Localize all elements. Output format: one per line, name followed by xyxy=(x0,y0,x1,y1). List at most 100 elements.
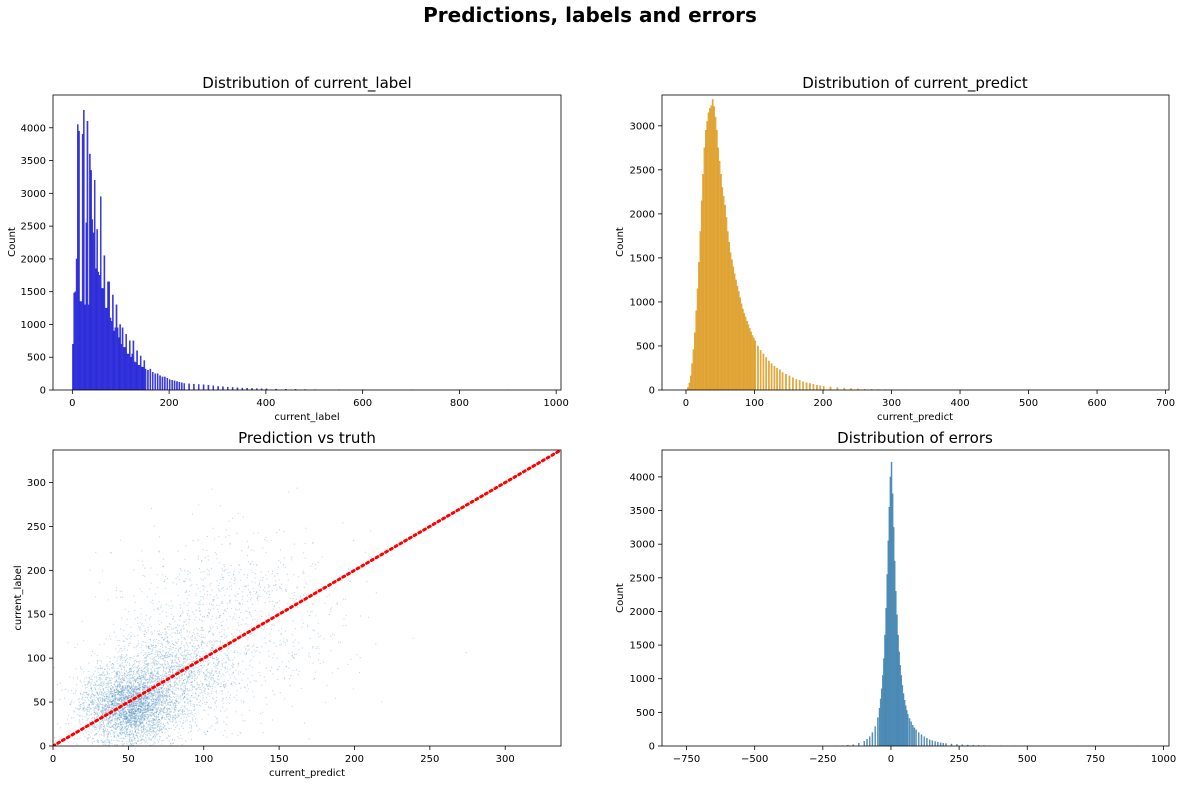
scatter-point xyxy=(119,719,121,721)
scatter-point xyxy=(229,581,231,584)
scatter-point xyxy=(171,655,173,657)
scatter-point xyxy=(193,670,195,672)
scatter-point xyxy=(129,662,131,665)
scatter-point xyxy=(152,703,154,705)
scatter-point xyxy=(123,689,125,692)
scatter-point xyxy=(158,640,160,642)
scatter-point xyxy=(201,640,203,642)
scatter-point xyxy=(187,646,189,648)
scatter-point xyxy=(203,616,205,618)
histogram-bar xyxy=(98,275,101,390)
scatter-point xyxy=(114,702,117,704)
scatter-point xyxy=(129,729,131,731)
scatter-point xyxy=(113,720,115,722)
scatter-point xyxy=(231,684,233,686)
scatter-point xyxy=(87,695,90,697)
histogram-bar xyxy=(714,116,717,390)
scatter-point xyxy=(183,689,185,691)
scatter-point xyxy=(119,539,121,541)
scatter-point xyxy=(173,693,175,695)
scatter-point xyxy=(197,695,199,697)
scatter-point xyxy=(266,578,268,580)
scatter-point xyxy=(129,682,131,684)
scatter-point xyxy=(137,640,139,642)
scatter-point xyxy=(179,604,181,606)
scatter-point xyxy=(244,686,246,688)
histogram-bar xyxy=(715,130,718,390)
scatter-point xyxy=(111,702,114,705)
scatter-point xyxy=(156,586,158,589)
scatter-point xyxy=(249,660,251,662)
scatter-point xyxy=(113,670,115,672)
scatter-point xyxy=(145,686,147,688)
scatter-point xyxy=(136,676,138,679)
scatter-point xyxy=(132,733,134,735)
scatter-point xyxy=(168,727,170,730)
scatter-point xyxy=(140,680,143,683)
scatter-point xyxy=(192,692,194,694)
scatter-point xyxy=(113,702,115,704)
scatter-point xyxy=(128,709,130,711)
scatter-point xyxy=(102,722,105,724)
scatter-point xyxy=(128,704,130,706)
scatter-point xyxy=(135,707,137,710)
scatter-point xyxy=(78,709,80,711)
scatter-point xyxy=(133,646,135,649)
scatter-point xyxy=(156,664,158,666)
scatter-point xyxy=(176,707,178,709)
scatter-point xyxy=(166,636,168,638)
scatter-point xyxy=(177,736,179,738)
scatter-point xyxy=(137,716,139,718)
scatter-point xyxy=(96,708,98,710)
scatter-point xyxy=(214,663,216,665)
scatter-point xyxy=(195,616,197,619)
scatter-point xyxy=(138,676,140,678)
scatter-point xyxy=(211,687,213,689)
scatter-point xyxy=(216,604,218,606)
scatter-point xyxy=(163,657,165,659)
histogram-bar xyxy=(80,301,83,390)
scatter-point xyxy=(155,652,157,654)
scatter-point xyxy=(165,692,167,694)
scatter-point xyxy=(294,628,297,630)
scatter-point xyxy=(160,687,162,689)
scatter-point xyxy=(138,701,140,703)
scatter-point xyxy=(119,722,121,724)
scatter-point xyxy=(157,681,159,683)
scatter-point xyxy=(107,733,109,735)
scatter-point xyxy=(211,649,213,651)
histogram-bar xyxy=(700,200,703,390)
scatter-point xyxy=(109,717,111,720)
histogram-bar xyxy=(173,380,176,390)
scatter-point xyxy=(145,666,147,668)
scatter-point xyxy=(153,722,155,724)
scatter-point xyxy=(129,688,131,690)
scatter-point xyxy=(85,684,87,686)
scatter-point xyxy=(268,601,270,603)
scatter-point xyxy=(214,702,216,704)
scatter-point xyxy=(197,651,199,653)
scatter-point xyxy=(156,694,158,696)
scatter-point xyxy=(129,686,131,688)
scatter-point xyxy=(165,727,167,730)
scatter-point xyxy=(93,724,95,726)
scatter-point xyxy=(117,657,119,659)
scatter-point xyxy=(213,538,216,540)
scatter-point xyxy=(136,702,138,704)
scatter-point xyxy=(106,695,108,697)
scatter-point xyxy=(152,727,154,730)
scatter-point xyxy=(283,638,285,640)
scatter-point xyxy=(90,676,92,678)
scatter-point xyxy=(169,714,171,716)
scatter-point xyxy=(137,634,139,636)
scatter-point xyxy=(168,713,170,715)
scatter-point xyxy=(238,587,241,590)
scatter-point xyxy=(135,671,138,673)
scatter-point xyxy=(153,715,155,717)
scatter-point xyxy=(118,644,120,647)
scatter-point xyxy=(150,616,152,618)
histogram-bar xyxy=(104,307,107,390)
scatter-point xyxy=(97,660,99,662)
scatter-point xyxy=(246,684,249,686)
scatter-point xyxy=(238,683,240,685)
